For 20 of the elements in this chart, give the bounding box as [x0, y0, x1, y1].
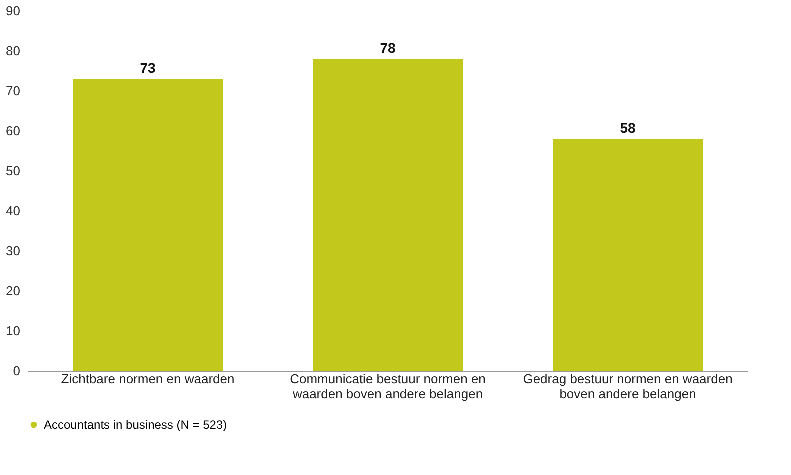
bar: [313, 59, 463, 371]
y-tick-label: 90: [6, 4, 20, 18]
x-tick-label: Zichtbare normen en waarden: [61, 372, 235, 386]
y-tick-label: 10: [6, 324, 20, 338]
data-label: 73: [140, 60, 156, 76]
data-label: 58: [620, 120, 636, 136]
x-tick-label: Communicatie bestuur normen en waarden boven andere belangen: [290, 372, 486, 402]
x-tick-label: Gedrag bestuur normen en waarden boven andere belangen: [523, 372, 733, 402]
y-tick-label: 70: [6, 84, 20, 98]
y-tick-label: 30: [6, 244, 20, 258]
y-tick-label: 40: [6, 204, 20, 218]
y-tick-label: 80: [6, 44, 20, 58]
y-tick-label: 60: [6, 124, 20, 138]
data-label: 78: [380, 40, 396, 56]
legend-label: Accountants in business (N = 523): [44, 418, 228, 432]
y-tick-label: 50: [6, 164, 20, 178]
bar: [553, 139, 703, 371]
bar: [73, 79, 223, 371]
y-tick-label: 20: [6, 284, 20, 298]
y-tick-label: 0: [13, 364, 20, 378]
